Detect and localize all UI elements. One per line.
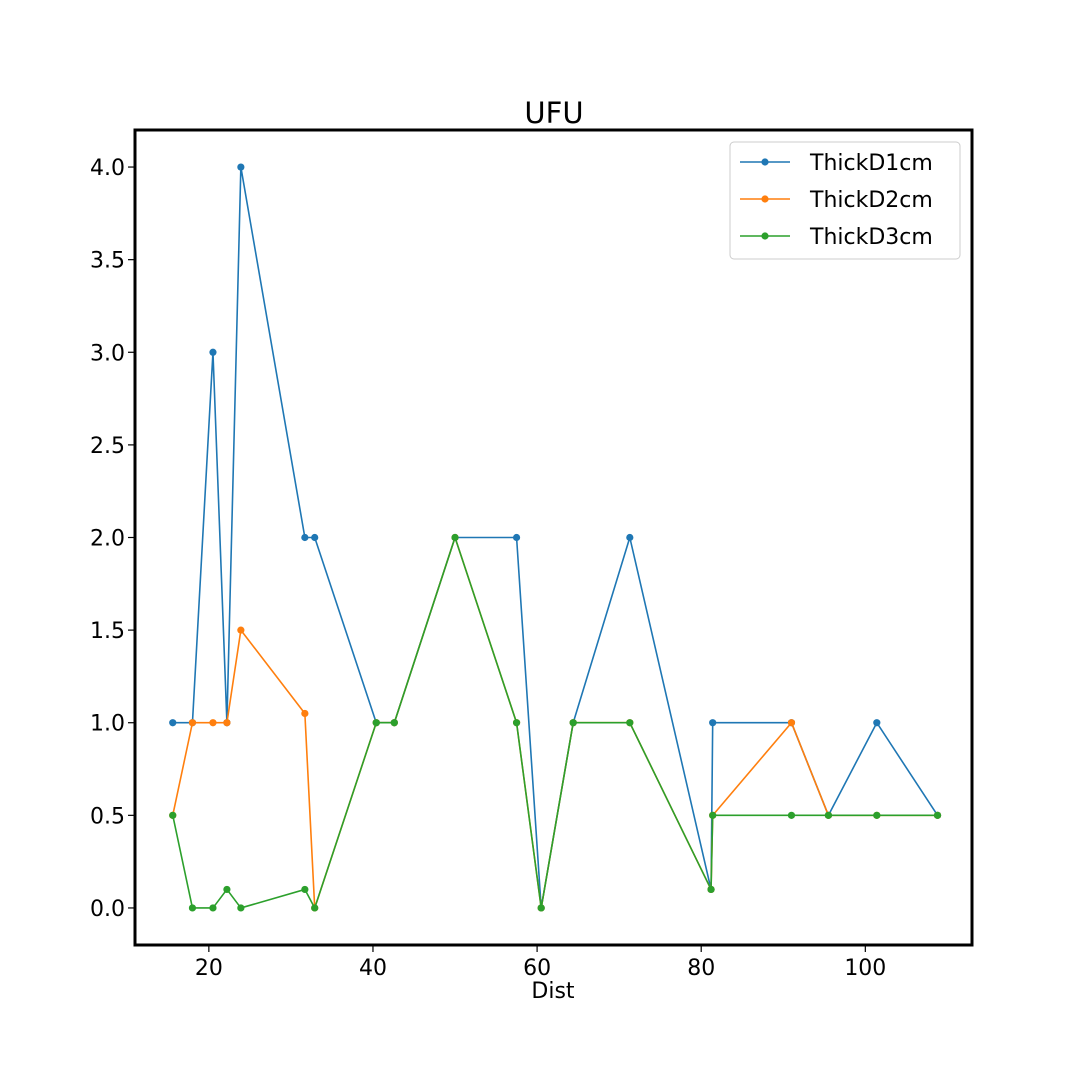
data-point-ThickD3cm <box>223 885 231 894</box>
x-tick-label: 100 <box>844 956 886 981</box>
legend-marker-ThickD1cm <box>761 158 769 166</box>
legend-box <box>729 141 961 260</box>
data-point-ThickD2cm <box>223 719 231 727</box>
x-axis-label: Dist <box>531 979 575 1004</box>
data-point-ThickD1cm <box>311 533 319 542</box>
data-point-ThickD3cm <box>237 904 245 912</box>
data-point-ThickD1cm <box>626 533 634 542</box>
data-point-ThickD3cm <box>569 719 577 727</box>
data-point-ThickD2cm <box>301 709 309 718</box>
data-point-ThickD1cm <box>169 719 177 727</box>
legend-label: ThickD3cm <box>809 225 933 250</box>
y-tick-label: 1.5 <box>90 619 125 644</box>
data-point-ThickD1cm <box>301 533 309 542</box>
y-tick-label: 2.5 <box>90 434 125 459</box>
chart-title: UFU <box>524 96 583 130</box>
y-tick-label: 0.5 <box>90 804 125 829</box>
data-point-ThickD3cm <box>707 885 715 894</box>
y-tick-label: 2.0 <box>90 527 125 552</box>
legend-marker-ThickD2cm <box>761 195 769 203</box>
x-axis-ticks: 20 40 60 80 100 <box>195 945 886 981</box>
legend: ThickD1cm ThickD2cm ThickD3cm <box>729 141 961 260</box>
data-point-ThickD2cm <box>787 719 796 727</box>
data-point-ThickD3cm <box>709 811 717 819</box>
data-point-ThickD2cm <box>209 719 217 727</box>
y-tick-label: 0.0 <box>90 897 125 922</box>
series-layer <box>169 163 942 912</box>
data-point-ThickD3cm <box>301 885 309 894</box>
series-line-ThickD3cm <box>171 536 938 909</box>
data-point-ThickD3cm <box>512 719 521 727</box>
legend-label: ThickD1cm <box>809 151 933 176</box>
y-tick-label: 3.0 <box>90 341 125 366</box>
data-point-ThickD1cm <box>873 719 881 727</box>
data-point-ThickD3cm <box>169 811 177 819</box>
y-axis-ticks: 0.0 0.5 1.0 1.5 2.0 2.5 3.0 3.5 4.0 <box>90 156 135 922</box>
y-tick-label: 3.5 <box>90 249 125 274</box>
x-tick-label: 80 <box>687 956 715 981</box>
data-point-ThickD1cm <box>709 719 717 727</box>
y-tick-label: 1.0 <box>90 712 125 737</box>
data-point-ThickD3cm <box>311 904 319 912</box>
data-point-ThickD3cm <box>626 719 634 727</box>
data-point-ThickD3cm <box>873 811 881 819</box>
data-point-ThickD1cm <box>237 163 245 171</box>
data-point-ThickD1cm <box>209 348 217 356</box>
legend-label: ThickD2cm <box>809 188 933 213</box>
data-point-ThickD3cm <box>372 719 380 727</box>
data-point-ThickD3cm <box>787 811 796 819</box>
x-tick-label: 20 <box>195 956 223 981</box>
series-line-ThickD1cm <box>172 166 939 909</box>
data-point-ThickD3cm <box>933 811 942 819</box>
legend-marker-ThickD3cm <box>761 232 769 240</box>
series-line-ThickD2cm <box>171 536 938 909</box>
data-point-ThickD3cm <box>390 719 398 727</box>
data-point-ThickD3cm <box>537 904 545 912</box>
data-point-ThickD1cm <box>512 533 521 542</box>
y-tick-label: 4.0 <box>90 156 125 181</box>
data-point-ThickD2cm <box>237 626 245 634</box>
x-tick-label: 60 <box>523 956 551 981</box>
data-point-ThickD2cm <box>188 719 197 727</box>
data-point-ThickD3cm <box>824 811 833 819</box>
data-point-ThickD3cm <box>188 904 197 912</box>
x-tick-label: 40 <box>359 956 387 981</box>
data-point-ThickD3cm <box>451 533 459 542</box>
data-point-ThickD3cm <box>209 904 217 912</box>
